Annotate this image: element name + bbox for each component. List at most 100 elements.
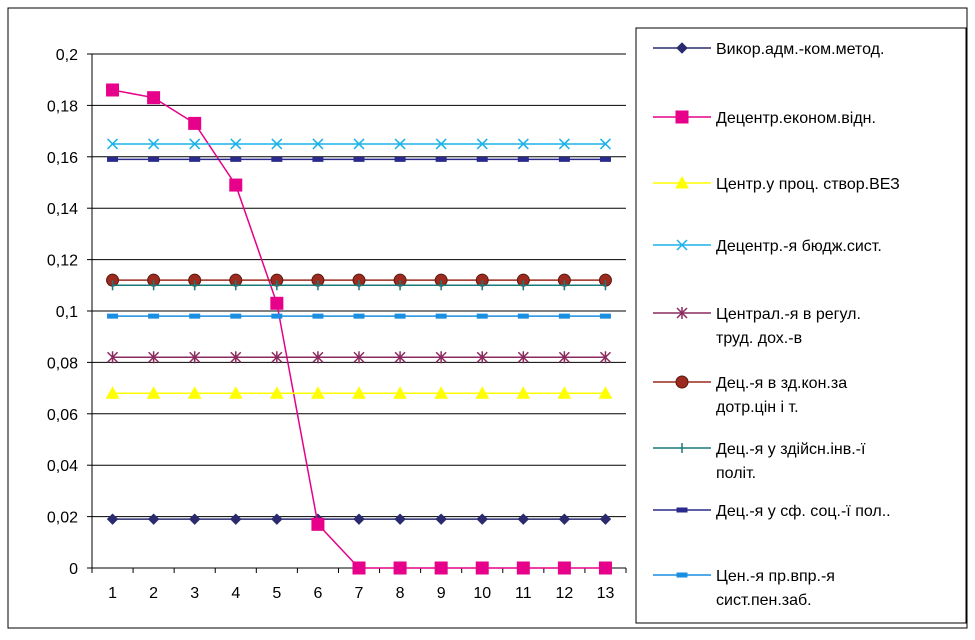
data-point — [599, 138, 611, 150]
data-point — [517, 313, 529, 319]
y-tick-label: 0,18 — [47, 98, 78, 115]
data-point — [148, 351, 160, 364]
data-point-stroke — [230, 138, 242, 150]
data-point — [353, 313, 365, 319]
data-point — [435, 351, 447, 364]
data-point — [271, 313, 283, 319]
data-point — [475, 561, 489, 575]
series — [107, 156, 611, 162]
data-point — [599, 513, 612, 525]
data-point-stroke — [148, 138, 160, 150]
y-tick-label: 0,14 — [47, 201, 78, 218]
data-point — [271, 156, 283, 162]
data-point — [434, 386, 448, 399]
data-point — [393, 561, 407, 575]
data-point — [557, 561, 571, 575]
legend-entry: Цен.-я пр.впр.-я сист.пен.заб. — [653, 568, 835, 609]
x-tick-label: 12 — [555, 585, 573, 602]
data-point — [311, 386, 325, 399]
y-tick-label: 0,06 — [47, 407, 78, 424]
data-point — [312, 351, 324, 364]
data-point — [434, 561, 448, 575]
data-point — [394, 513, 406, 525]
data-point — [675, 175, 689, 189]
data-point — [476, 351, 488, 364]
data-point — [189, 156, 201, 162]
y-tick-label: 0,12 — [47, 253, 78, 270]
x-tick-label: 9 — [437, 585, 446, 602]
x-tick-label: 6 — [313, 585, 322, 602]
legend-entry: Децентр.-я бюдж.сист. — [653, 238, 882, 255]
legend-entry: Дец.-я в зд.кон.за дотр.цін і т. — [653, 375, 847, 416]
data-point — [230, 138, 242, 150]
data-point — [312, 138, 324, 150]
legend-entry: Централ.-я в регул. труд. дох.-в — [653, 306, 861, 347]
legend-label: дотр.цін і т. — [716, 399, 799, 416]
data-point — [229, 178, 243, 192]
data-point — [558, 313, 570, 319]
data-point — [271, 138, 283, 150]
legend: Викор.адм.-ком.метод. Децентр.економ.відн… — [653, 41, 900, 609]
data-point — [107, 313, 119, 319]
data-point — [394, 138, 406, 150]
data-point — [147, 91, 161, 105]
y-tick-label: 0,08 — [47, 355, 78, 372]
series — [107, 351, 611, 364]
legend-entry: Викор.адм.-ком.метод. — [653, 41, 884, 58]
series — [111, 280, 607, 291]
series — [106, 83, 612, 575]
data-point — [476, 156, 488, 162]
data-point — [107, 156, 119, 162]
legend-label: сист.пен.заб. — [716, 592, 812, 609]
legend-label: Дец.-я в зд.кон.за — [716, 375, 847, 392]
data-point — [230, 156, 242, 162]
data-point — [148, 156, 160, 162]
data-point — [107, 351, 119, 364]
data-point — [599, 313, 611, 319]
data-point — [147, 513, 160, 525]
data-point-stroke — [476, 138, 488, 150]
data-point — [105, 386, 120, 399]
legend-label: політ. — [716, 465, 756, 482]
series — [107, 313, 611, 319]
data-point — [475, 386, 490, 399]
data-point — [557, 386, 572, 399]
legend-label: Децентр.-я бюдж.сист. — [716, 238, 882, 255]
data-point — [435, 513, 447, 525]
data-point — [353, 156, 365, 162]
x-tick-label: 13 — [597, 585, 615, 602]
data-point — [270, 296, 284, 310]
legend-entry: Дец.-я у сф. соц.-ї пол.. — [653, 503, 891, 520]
data-point — [517, 156, 529, 162]
data-point — [558, 138, 570, 150]
series — [107, 138, 611, 150]
data-point — [675, 110, 689, 124]
axes: 0 0,02 0,04 0,06 0,08 0,1 0,12 0,14 0,16 0,18 0,2 1… — [47, 47, 627, 602]
y-tick-label: 0,16 — [47, 150, 78, 167]
data-point — [271, 351, 283, 364]
data-point — [476, 513, 488, 525]
data-point — [676, 507, 688, 513]
legend-label: Дец.-я у сф. соц.-ї пол.. — [716, 503, 891, 520]
x-tick-label: 10 — [473, 585, 491, 602]
data-point — [270, 386, 284, 399]
data-point — [312, 313, 324, 319]
data-point — [435, 138, 447, 150]
data-point — [189, 351, 201, 364]
data-point — [188, 513, 201, 525]
legend-entry: Децентр.економ.відн. — [653, 110, 876, 127]
legend-label: Централ.-я в регул. — [716, 306, 861, 323]
data-point — [394, 351, 406, 364]
data-point-stroke — [312, 138, 324, 150]
x-tick-label: 2 — [149, 585, 158, 602]
data-point — [599, 351, 611, 364]
series — [106, 273, 612, 287]
data-point — [352, 561, 366, 575]
data-point — [598, 386, 613, 399]
data-point — [435, 313, 447, 319]
series-layer — [105, 83, 613, 575]
data-point — [189, 138, 201, 150]
legend-box — [635, 27, 967, 624]
x-tick-label: 1 — [108, 585, 117, 602]
data-point — [517, 138, 529, 150]
